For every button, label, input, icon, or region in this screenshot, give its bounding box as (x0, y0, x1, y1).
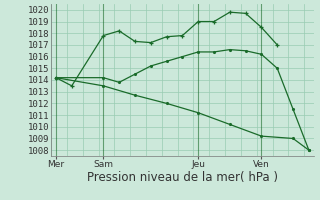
X-axis label: Pression niveau de la mer( hPa ): Pression niveau de la mer( hPa ) (87, 171, 278, 184)
